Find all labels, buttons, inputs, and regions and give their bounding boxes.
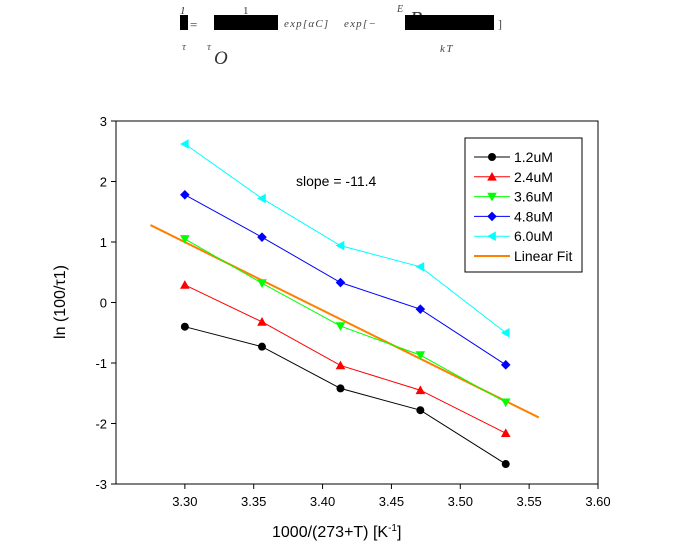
x-axis-label-text: 1000/(273+T) [K bbox=[272, 524, 388, 541]
legend-marker bbox=[487, 192, 497, 202]
x-tick-label: 3.30 bbox=[172, 494, 197, 509]
x-tick-label: 3.40 bbox=[310, 494, 335, 509]
legend-entries: 1.2uM 2.4uM 3.6uM 4.8uM 6.0uM Linear Fit bbox=[474, 149, 572, 264]
data-point bbox=[415, 385, 426, 395]
y-tick-label: 2 bbox=[100, 175, 107, 190]
formula-redaction-middle bbox=[214, 15, 278, 30]
y-tick-label: -2 bbox=[95, 417, 107, 432]
x-tick-label: 3.60 bbox=[585, 494, 610, 509]
y-tick-label: 0 bbox=[100, 296, 107, 311]
legend-label: Linear Fit bbox=[514, 248, 572, 264]
data-point bbox=[336, 384, 345, 393]
formula-close-bracket: ] bbox=[498, 17, 502, 31]
formula-exp-text-1: exp[αC] bbox=[284, 18, 329, 30]
series-3.6uM bbox=[180, 235, 511, 408]
x-axis: 3.30 3.35 3.40 3.45 3.50 3.55 3.60 bbox=[172, 484, 611, 509]
data-point bbox=[500, 428, 511, 438]
y-axis-label: ln (100/τ1) bbox=[52, 265, 69, 339]
data-point bbox=[257, 193, 266, 204]
formula: 1 = τ τ O 1 exp[αC] exp[− E B ] kT bbox=[180, 4, 502, 69]
data-point bbox=[416, 406, 425, 415]
legend-label: 3.6uM bbox=[514, 189, 553, 205]
data-point bbox=[257, 279, 267, 288]
y-tick-label: 3 bbox=[100, 114, 107, 129]
formula-tau-0: τ bbox=[207, 41, 212, 53]
data-point bbox=[180, 322, 189, 331]
series-line bbox=[184, 326, 506, 465]
legend-label: 2.4uM bbox=[514, 169, 553, 185]
formula-exp-text-2: exp[− bbox=[344, 18, 377, 30]
series-1.2uM bbox=[180, 322, 510, 469]
formula-numerator-1: 1 bbox=[180, 5, 186, 17]
data-point bbox=[180, 280, 190, 289]
formula-redaction-right bbox=[405, 15, 494, 30]
formula-equals: = bbox=[190, 17, 197, 32]
x-tick-label: 3.35 bbox=[241, 494, 266, 509]
legend-marker bbox=[487, 172, 497, 181]
data-point bbox=[500, 360, 511, 370]
legend-box bbox=[464, 137, 583, 273]
data-point bbox=[180, 139, 189, 149]
legend-label: 6.0uM bbox=[514, 228, 553, 244]
series-6.0uM bbox=[180, 139, 510, 338]
slope-annotation: slope = -11.4 bbox=[296, 173, 377, 189]
data-point bbox=[500, 398, 511, 408]
data-point bbox=[335, 277, 346, 288]
data-point bbox=[415, 262, 425, 272]
y-tick-label: -3 bbox=[95, 477, 107, 492]
legend-label: 1.2uM bbox=[514, 149, 553, 165]
data-point bbox=[257, 232, 267, 242]
legend-marker bbox=[487, 211, 497, 222]
data-point bbox=[180, 190, 190, 200]
legend-marker bbox=[488, 153, 496, 161]
data-point bbox=[257, 342, 266, 351]
x-tick-label: 3.55 bbox=[516, 494, 541, 509]
formula-kt: kT bbox=[440, 43, 454, 55]
data-point bbox=[180, 235, 190, 244]
data-point bbox=[335, 360, 346, 370]
legend-marker bbox=[487, 231, 496, 241]
data-point bbox=[257, 317, 267, 326]
x-tick-label: 3.45 bbox=[379, 494, 404, 509]
series-4.8uM bbox=[180, 190, 511, 370]
formula-numerator-2: 1 bbox=[243, 5, 249, 17]
formula-redaction-left bbox=[180, 15, 188, 30]
y-tick-label: 1 bbox=[100, 235, 107, 250]
data-point bbox=[500, 327, 510, 338]
legend-label: 4.8uM bbox=[514, 208, 553, 224]
formula-tau-0-subscript: O bbox=[214, 48, 228, 69]
x-tick-label: 3.50 bbox=[448, 494, 473, 509]
y-axis: -3 -2 -1 0 1 2 3 bbox=[95, 114, 116, 492]
x-axis-label: 1000/(273+T) [K-1] bbox=[272, 523, 401, 541]
x-axis-label-superscript: -1 bbox=[388, 523, 397, 534]
x-axis-label-end: ] bbox=[397, 524, 401, 541]
data-series bbox=[180, 139, 511, 469]
data-point bbox=[335, 322, 346, 331]
y-tick-label: -1 bbox=[95, 356, 107, 371]
data-point bbox=[501, 460, 510, 469]
series-line bbox=[184, 284, 506, 434]
formula-e-letter: E bbox=[396, 4, 403, 15]
data-point bbox=[335, 240, 345, 251]
legend: 1.2uM 2.4uM 3.6uM 4.8uM 6.0uM Linear Fit bbox=[464, 137, 583, 273]
series-2.4uM bbox=[180, 280, 511, 438]
data-point bbox=[415, 304, 426, 314]
data-point bbox=[415, 351, 426, 360]
formula-tau: τ bbox=[182, 41, 187, 53]
